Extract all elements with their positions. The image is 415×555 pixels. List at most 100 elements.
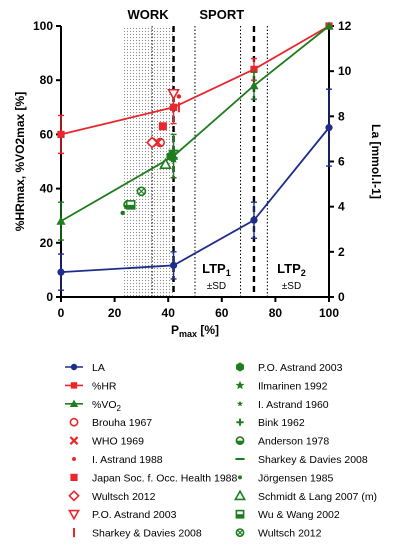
series-0-line <box>60 127 330 274</box>
x-axis-label: Pmax [%] <box>171 323 219 339</box>
legend-left-swatch-6 <box>70 473 78 481</box>
legend-right-label-text-8: Wu & Wang 2002 <box>258 509 340 521</box>
series-0-point-1 <box>169 261 178 269</box>
series-0-point-3 <box>325 124 333 132</box>
legend-right-swatch-7 <box>234 489 246 501</box>
legend-left-item-0: LA <box>65 362 105 374</box>
legend-left-swatch-7 <box>68 490 80 502</box>
y-axis-left-label: %HRmax, %VO2max [%] <box>13 92 27 231</box>
y-right-tick-label-10: 10 <box>338 64 352 78</box>
y-right-tick-label-4: 4 <box>338 200 345 214</box>
series-0-point-2 <box>250 216 258 224</box>
legend-left-label-text-7: Wultsch 2012 <box>92 491 156 503</box>
y-left-tick-label-60: 60 <box>40 127 54 141</box>
legend-left-item-5: I. Astrand 1988 <box>72 454 163 466</box>
legend-left-swatch-4 <box>69 436 79 445</box>
series-1-line <box>60 25 330 136</box>
legend-right-label-text-4: Anderson 1978 <box>258 436 329 448</box>
legend-right-label-text-7: Schmidt & Lang 2007 (m) <box>258 491 377 503</box>
legend-left-swatch-1 <box>70 382 78 389</box>
y-right-tick-label-6: 6 <box>338 155 345 169</box>
legend-left-label-1: %HR <box>92 380 117 392</box>
reference-point-4 <box>145 136 159 149</box>
work-label: WORK <box>128 7 170 22</box>
legend: LA %HR %VO2 Brouha 1967 WHO 1969 I. Astrand 1… <box>65 362 377 540</box>
series-0-point-0 <box>57 268 65 276</box>
ltp2-sd-label: ±SD <box>282 281 301 292</box>
legend-left-label-text-3: Brouha 1967 <box>92 417 152 429</box>
reference-point-9 <box>170 149 177 157</box>
x-tick-label-60: 60 <box>215 306 229 320</box>
legend-right-label-0: P.O. Astrand 2003 <box>258 362 343 374</box>
legend-right-swatch-4-fill <box>236 440 244 445</box>
legend-right-swatch-6 <box>238 475 242 480</box>
legend-left-label-2: %VO2 <box>92 399 122 413</box>
legend-left-item-7: Wultsch 2012 <box>68 490 156 503</box>
x-tick-label-20: 20 <box>108 306 122 320</box>
ltp1-label: LTP1 <box>202 261 231 278</box>
legend-right-label-1: Ilmarinen 1992 <box>258 380 328 392</box>
legend-right-item-0: P.O. Astrand 2003 <box>236 362 343 374</box>
y-left-tick-label-80: 80 <box>40 73 54 87</box>
series-2-point-2 <box>249 81 259 90</box>
legend-left-label-sub-2: 2 <box>117 404 122 413</box>
legend-right-label-9: Wultsch 2012 <box>258 528 322 540</box>
legend-right-swatch-3 <box>236 418 244 426</box>
series-1-point-1 <box>169 103 178 111</box>
y-left-tick-label-0: 0 <box>46 290 53 304</box>
legend-right-item-2: I. Astrand 1960 <box>237 399 329 411</box>
y-right-tick-label-2: 2 <box>338 245 345 259</box>
legend-left-label-text-4: WHO 1969 <box>92 436 144 448</box>
legend-right-label-4: Anderson 1978 <box>258 436 329 448</box>
legend-left-label-0: LA <box>92 362 105 374</box>
ltp1-sd-label: ±SD <box>207 281 226 292</box>
legend-left-item-4: WHO 1969 <box>69 436 144 448</box>
legend-right-label-text-3: Bink 1962 <box>258 417 305 429</box>
legend-left-label-text-9: Sharkey & Davies 2008 <box>92 528 202 540</box>
legend-right-swatch-1 <box>235 380 245 390</box>
legend-left-label-8: P.O. Astrand 2003 <box>92 509 177 521</box>
legend-left-swatch-3 <box>69 417 79 427</box>
series-1 <box>57 22 333 155</box>
legend-right-swatch-8-fill <box>236 514 244 518</box>
legend-left-item-1: %HR <box>65 380 117 392</box>
legend-right-label-text-2: I. Astrand 1960 <box>258 399 329 411</box>
series-2-point-0 <box>56 216 66 225</box>
y-left-tick-label-20: 20 <box>40 236 54 250</box>
legend-right-label-text-0: P.O. Astrand 2003 <box>258 362 343 374</box>
legend-right-label-text-9: Wultsch 2012 <box>258 528 322 540</box>
legend-right-label-text-6: Jörgensen 1985 <box>258 472 333 484</box>
legend-left-label-text-5: I. Astrand 1988 <box>92 454 163 466</box>
legend-left-label-text-8: P.O. Astrand 2003 <box>92 509 177 521</box>
series-2-point-3 <box>324 21 334 30</box>
y-right-tick-label-8: 8 <box>338 109 345 123</box>
legend-right-label-2: I. Astrand 1960 <box>258 399 329 411</box>
legend-left-item-2: %VO2 <box>65 399 122 413</box>
legend-left-label-text-1: %HR <box>92 380 117 392</box>
reference-point-13 <box>120 210 125 216</box>
y-left-tick-label-100: 100 <box>33 19 53 33</box>
legend-right-label-3: Bink 1962 <box>258 417 305 429</box>
reference-point-16-cross <box>138 188 145 195</box>
y-axis-right-label: La [mmol.l-1] <box>369 124 383 199</box>
legend-right-item-5: Sharkey & Davies 2008 <box>235 454 368 466</box>
y-left-tick-label-40: 40 <box>40 182 54 196</box>
series-1-point-0 <box>57 130 65 138</box>
reference-point-5 <box>167 88 180 101</box>
x-tick-label-0: 0 <box>58 306 65 320</box>
series-1-point-2 <box>250 65 258 73</box>
legend-left-label-3: Brouha 1967 <box>92 417 152 429</box>
legend-right-label-8: Wu & Wang 2002 <box>258 509 340 521</box>
legend-right-label-6: Jörgensen 1985 <box>258 472 333 484</box>
y-right-tick-label-0: 0 <box>338 290 345 304</box>
axes: 0 20 40 60 80 100 0 20 40 60 80 100 0 2 4 6 8 10 12 <box>33 19 352 320</box>
series-0 <box>57 88 333 291</box>
legend-right-item-4: Anderson 1978 <box>235 436 329 448</box>
legend-left-item-8: P.O. Astrand 2003 <box>68 509 177 521</box>
legend-left-label-text-0: LA <box>92 362 105 374</box>
legend-left-swatch-8 <box>68 509 80 521</box>
legend-left-item-9: Sharkey & Davies 2008 <box>73 528 202 540</box>
legend-left-item-3: Brouha 1967 <box>69 417 152 429</box>
